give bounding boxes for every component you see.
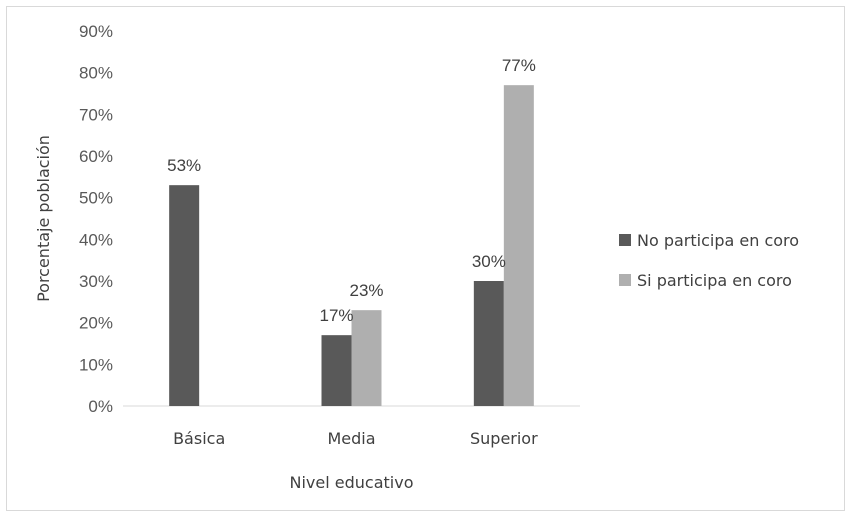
y-axis-title: Porcentaje población bbox=[34, 135, 53, 302]
bar-si-participa bbox=[351, 310, 382, 406]
chart-frame bbox=[6, 6, 845, 511]
legend-label: No participa en coro bbox=[637, 231, 799, 250]
y-axis-ticks: 0% 10% 20% 30% 40% 50% 60% 70% 80% 90% bbox=[79, 22, 113, 416]
y-tick-label: 20% bbox=[79, 314, 113, 333]
bar-si-participa bbox=[503, 85, 534, 407]
y-tick-label: 90% bbox=[79, 22, 113, 41]
y-tick-label: 50% bbox=[79, 189, 113, 208]
legend-swatch bbox=[619, 234, 631, 246]
data-label: 30% bbox=[472, 252, 506, 271]
category-labels: Básica Media Superior bbox=[173, 429, 538, 448]
data-label: 17% bbox=[319, 306, 353, 325]
legend-swatch bbox=[619, 274, 631, 286]
bar-no-participa bbox=[473, 281, 504, 406]
data-label: 53% bbox=[167, 156, 201, 175]
data-label: 77% bbox=[502, 56, 536, 75]
bar-no-participa bbox=[321, 335, 352, 406]
data-label: 23% bbox=[349, 281, 383, 300]
y-tick-label: 40% bbox=[79, 230, 113, 249]
x-category-label: Básica bbox=[173, 429, 225, 448]
legend-label: Si participa en coro bbox=[637, 271, 792, 290]
data-labels: 53% 17% 23% 30% 77% bbox=[167, 56, 536, 325]
x-axis-title: Nivel educativo bbox=[290, 473, 414, 492]
bars bbox=[169, 85, 534, 407]
x-category-label: Superior bbox=[470, 429, 538, 448]
x-category-label: Media bbox=[327, 429, 375, 448]
legend: No participa en coro Si participa en coro bbox=[619, 231, 799, 290]
y-tick-label: 30% bbox=[79, 272, 113, 291]
y-tick-label: 80% bbox=[79, 64, 113, 83]
bar-no-participa bbox=[169, 185, 200, 406]
y-tick-label: 70% bbox=[79, 105, 113, 124]
y-tick-label: 10% bbox=[79, 355, 113, 374]
y-tick-label: 60% bbox=[79, 147, 113, 166]
y-tick-label: 0% bbox=[88, 397, 113, 416]
